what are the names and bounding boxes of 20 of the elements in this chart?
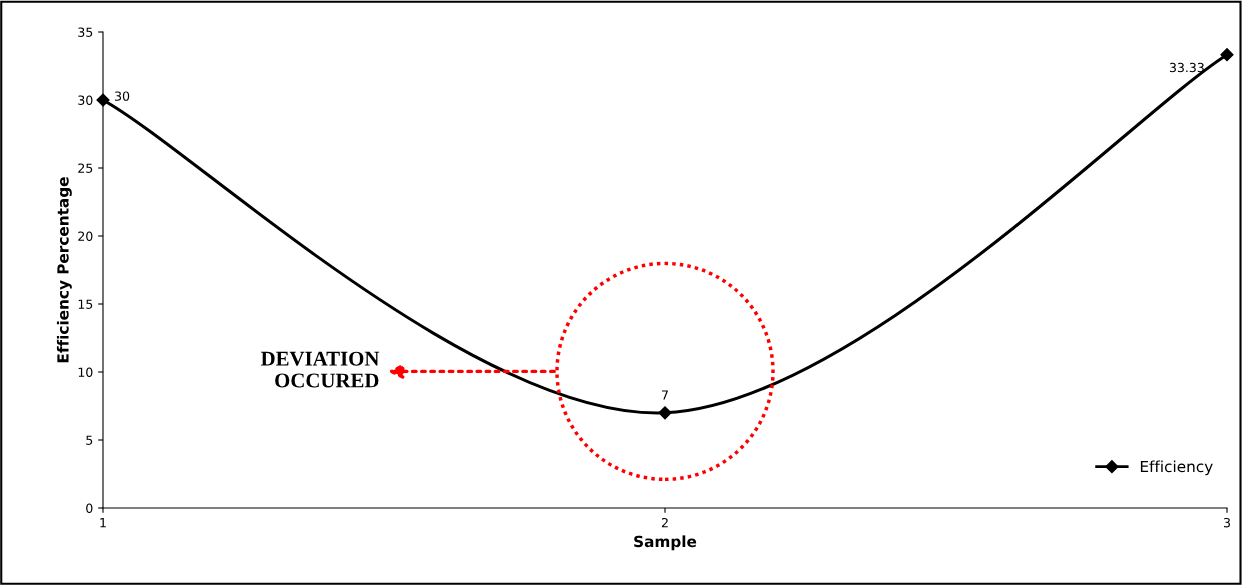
- y-tick-label: 30: [78, 95, 93, 105]
- y-tick-label: 20: [78, 231, 93, 241]
- annotation: DEVIATION OCCURED: [260, 351, 380, 388]
- point: [1220, 48, 1234, 62]
- x-tick-label: 1: [100, 518, 106, 528]
- x-axis-title: Sample: [634, 535, 697, 551]
- x-tick-label: 2: [661, 517, 668, 528]
- y-tick-label: 5: [86, 435, 93, 445]
- y-tick-label: 35: [78, 27, 93, 37]
- y-tick-label: 0: [86, 503, 93, 513]
- point: [658, 406, 672, 420]
- data-label: 30: [115, 91, 130, 101]
- x-tick-label: 3: [1223, 517, 1230, 528]
- data-label: 7: [662, 390, 668, 400]
- y-axis-title: Efficiency Percentage: [56, 177, 72, 363]
- y-tick-label: 10: [78, 367, 93, 377]
- y-tick-label: 15: [78, 299, 93, 309]
- data-label: 33.33: [1169, 62, 1204, 73]
- y-tick-label: 25: [78, 163, 93, 173]
- legend-label: Efficiency: [1140, 460, 1213, 476]
